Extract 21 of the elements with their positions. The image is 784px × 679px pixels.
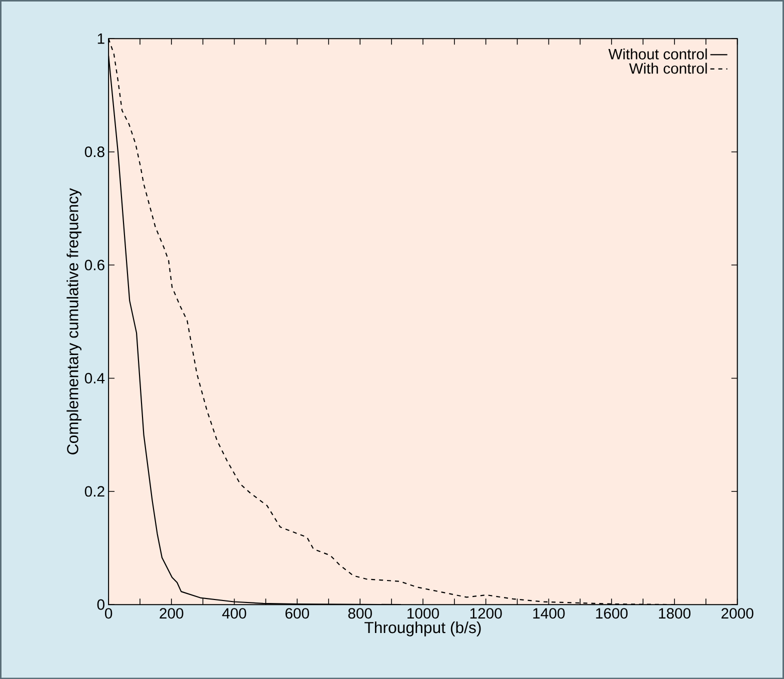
x-tick-label: 400 bbox=[222, 608, 246, 619]
x-tick-label: 1800 bbox=[659, 608, 690, 619]
x-tick-label: 1400 bbox=[533, 608, 565, 619]
y-tick-label: 0.4 bbox=[84, 372, 105, 384]
x-tick-label: 600 bbox=[286, 608, 310, 619]
y-tick-label: 0.6 bbox=[84, 260, 104, 270]
x-tick-label: 1200 bbox=[470, 608, 502, 619]
y-tick-label: 0.2 bbox=[84, 486, 104, 497]
legend-label: With control bbox=[629, 62, 707, 74]
legend-label: Without control bbox=[608, 48, 707, 60]
y-tick-label: 0.8 bbox=[84, 146, 104, 158]
y-tick-label: 0 bbox=[97, 599, 104, 610]
x-tick-label: 0 bbox=[104, 608, 112, 619]
x-tick-label: 1000 bbox=[408, 608, 439, 619]
y-tick-label: 1 bbox=[98, 33, 104, 44]
x-tick-label: 2000 bbox=[722, 608, 754, 619]
x-tick-label: 1600 bbox=[596, 608, 628, 619]
y-axis-title: Complementary cumulative frequency bbox=[66, 188, 82, 454]
x-tick-label: 800 bbox=[348, 608, 372, 619]
x-axis-title: Throughput (b/s) bbox=[364, 621, 481, 636]
x-tick-label: 200 bbox=[160, 608, 184, 619]
